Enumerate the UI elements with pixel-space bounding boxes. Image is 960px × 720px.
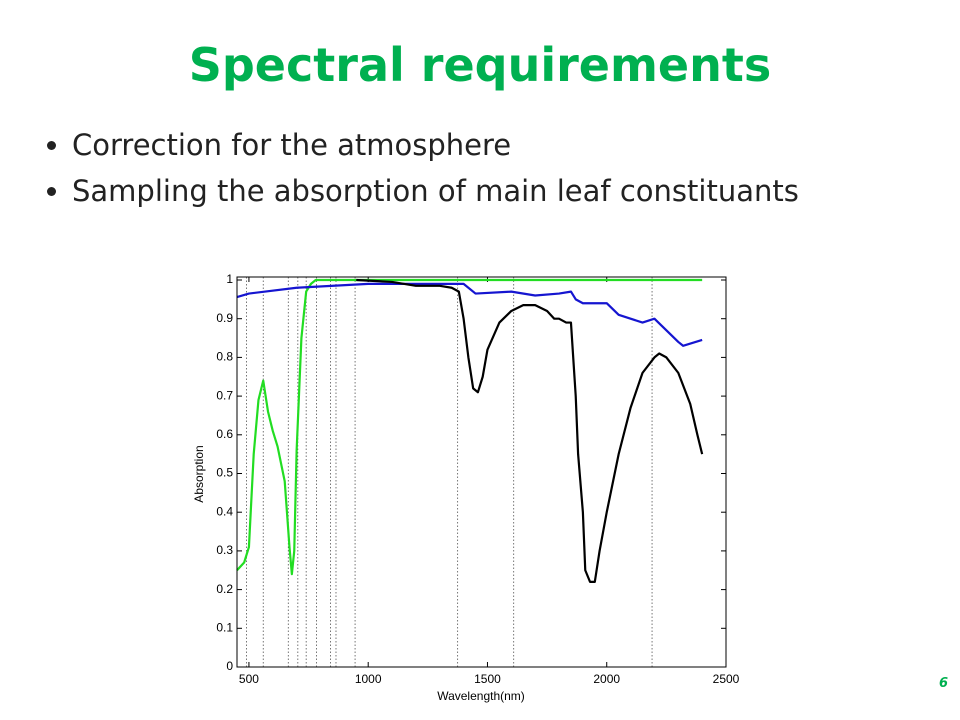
x-tick-label: 2500 [713,672,740,686]
bullet: Sampling the absorption of main leaf con… [72,174,799,208]
y-tick-label: 0.1 [216,620,233,634]
x-tick-label: 500 [239,672,259,686]
bullet-list: Correction for the atmosphere Sampling t… [40,128,799,220]
y-tick-label: 0.4 [216,504,233,518]
y-tick-label: 0.6 [216,427,233,441]
y-tick-label: 0.9 [216,311,233,325]
slide-title: Spectral requirements [188,38,772,92]
x-tick-label: 2000 [593,672,620,686]
series-line [236,278,703,576]
x-tick-label: 1500 [474,672,501,686]
page-number: 6 [938,676,948,691]
y-axis-label: Absorption [192,445,206,502]
x-axis-label: Wavelength(nm) [437,689,525,703]
y-tick-label: 0 [226,659,233,673]
y-tick-label: 0.2 [216,582,233,596]
y-tick-label: 0.7 [216,388,233,402]
y-tick-label: 1 [226,272,233,286]
bullet: Correction for the atmosphere [72,128,799,162]
y-tick-label: 0.3 [216,543,233,557]
y-tick-label: 0.5 [216,466,233,480]
y-tick-label: 0.8 [216,350,233,364]
plot-frame [236,276,727,668]
series-line [236,282,703,347]
series-line [356,278,704,583]
x-tick-label: 1000 [355,672,382,686]
